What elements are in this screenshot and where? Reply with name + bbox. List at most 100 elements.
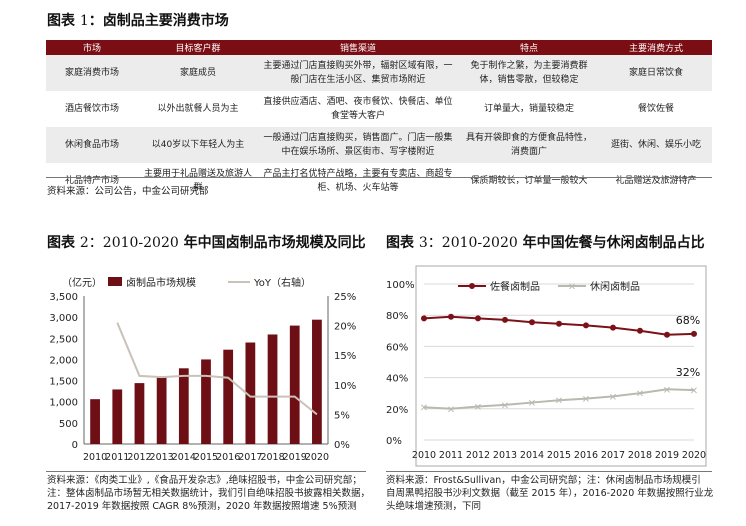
table-cell: 订单量大，销量较稳定 xyxy=(483,104,574,114)
figure1-source-divider xyxy=(46,177,712,178)
header-target-customers: 目标客户群 xyxy=(138,40,258,55)
figure3-source-line: 资料来源：Frost&Sullivan，中金公司研究部；注：休闲卤制品市场规模引 xyxy=(386,475,701,486)
y-left-tick-label: 500 xyxy=(59,419,78,430)
y-right-tick-label: 25% xyxy=(334,292,356,303)
table-cell: 礼品赠送及旅游特产 xyxy=(615,176,697,186)
leisure-share-point: ✕ xyxy=(501,401,509,412)
legend-label-bars: 卤制品市场规模 xyxy=(126,276,196,289)
dine-share-point xyxy=(664,331,670,338)
figure2-source-line: 注：整体卤制品市场暂无相关数据统计，我们引自绝味招股书披露相关数据， xyxy=(47,488,371,499)
figure3-source-line: 自周黑鸭招股书沙利文数据（截至 2015 年），2016-2020 年数据按照行… xyxy=(386,488,714,499)
x-tick-label: 2018 xyxy=(260,452,284,463)
x-tick-label: 2012 xyxy=(127,452,151,463)
x-tick-label: 2015 xyxy=(547,450,571,461)
table-cell: 礼品特产市场 xyxy=(64,176,119,186)
x-tick-label: 2011 xyxy=(105,452,129,463)
dine-share-point xyxy=(502,316,508,323)
dine-share-point xyxy=(556,320,562,327)
legend-marker-leisure: ✕ xyxy=(568,282,576,293)
x-tick-label: 2020 xyxy=(305,452,329,463)
y-left-tick-label: 3,500 xyxy=(49,292,78,303)
dine-share-point xyxy=(421,315,427,322)
figure3-title-number: 3：2010-2020 xyxy=(418,235,518,251)
figure3-source-line: 头绝味增速预测，下同 xyxy=(386,501,482,512)
y-tick-label: 80% xyxy=(386,311,408,322)
market-size-bar xyxy=(223,349,234,444)
figure2-source-line: 资料来源：《肉类工业》,《食品开发杂志》,绝味招股书，中金公司研究部； xyxy=(47,475,362,486)
y-tick-label: 100% xyxy=(386,280,415,291)
x-tick-label: 2018 xyxy=(628,450,652,461)
leisure-share-point: ✕ xyxy=(609,392,617,403)
table-row: 酒店餐饮市场 以外出就餐人员为主 直接供应酒店、酒吧、夜市餐饮、快餐店、单位食堂… xyxy=(46,91,712,127)
y-left-tick-label: 2,000 xyxy=(49,355,78,366)
figure1-title-prefix: 图表 xyxy=(47,13,80,29)
yoy-line xyxy=(116,322,318,416)
y-left-tick-label: 1,000 xyxy=(49,398,78,409)
y-tick-label: 60% xyxy=(386,342,408,353)
leisure-share-point: ✕ xyxy=(420,403,428,414)
leisure-share-point: ✕ xyxy=(636,389,644,400)
leisure-share-line xyxy=(423,388,695,410)
x-tick-label: 2020 xyxy=(682,450,706,461)
dine-share-point xyxy=(637,327,643,334)
y-right-tick-label: 10% xyxy=(334,381,356,392)
market-size-bar xyxy=(312,319,322,444)
market-size-bar xyxy=(201,359,211,444)
table-cell: 家庭成员 xyxy=(138,55,258,91)
header-sales-channel: 销售渠道 xyxy=(258,40,458,55)
x-tick-label: 2014 xyxy=(172,452,196,463)
x-tick-label: 2015 xyxy=(194,452,218,463)
table-cell: 以40岁以下年轻人为主 xyxy=(138,127,258,163)
x-tick-label: 2013 xyxy=(150,452,174,463)
table-cell: 保质期较长，订单量一般较大 xyxy=(470,176,588,186)
table-row: 礼品特产市场 主要用于礼品赠送及旅游人群 产品主打名优特产战略，主要有专卖店、商… xyxy=(46,163,712,199)
table-cell: 以外出就餐人员为主 xyxy=(157,104,239,114)
y-left-tick-label: 2,500 xyxy=(49,334,78,345)
y-right-tick-label: 15% xyxy=(334,351,356,362)
figure2-title: 图表 2：2010-2020 年中国卤制品市场规模及同比 xyxy=(47,232,366,252)
leisure-share-point: ✕ xyxy=(447,405,455,416)
table-cell: 家庭消费市场 xyxy=(46,55,138,91)
table-row: 休闲食品市场 以40岁以下年轻人为主 一般通过门店直接购买，销售面广。门店一般集… xyxy=(46,127,712,163)
leisure-share-point: ✕ xyxy=(474,402,482,413)
unit-label: （亿元） xyxy=(62,276,102,289)
x-tick-label: 2017 xyxy=(601,450,625,461)
figure1-title-number: 1 xyxy=(79,13,89,29)
table-row: 家庭消费市场 家庭成员 主要通过门店直接购买外带，辐射区域有限，一般门店在生活小… xyxy=(46,55,712,91)
table-cell: 休闲食品市场 xyxy=(46,127,138,163)
y-right-tick-label: 0% xyxy=(334,440,350,451)
leisure-share-point: ✕ xyxy=(555,396,563,407)
y-left-tick-label: 1,500 xyxy=(49,377,78,388)
figure2-source-divider xyxy=(46,471,366,472)
table-cell: 直接供应酒店、酒吧、夜市餐饮、快餐店、单位食堂等大客户 xyxy=(263,97,453,121)
header-market: 市场 xyxy=(46,40,138,55)
y-tick-label: 40% xyxy=(386,374,408,385)
figure2-title-text: 年中国卤制品市场规模及同比 xyxy=(178,235,366,251)
table-cell: 免于制作之繁，为主要消费群体，销售零散，但较稳定 xyxy=(458,55,600,91)
y-tick-label: 20% xyxy=(386,405,408,416)
header-features: 特点 xyxy=(458,40,600,55)
market-size-bar xyxy=(156,376,167,444)
market-table-header: 市场 目标客户群 销售渠道 特点 主要消费方式 xyxy=(46,40,712,55)
table-cell: 主要通过门店直接购买外带，辐射区域有限，一般门店在生活小区、集贸市场附近 xyxy=(258,55,458,91)
figure3-title-prefix: 图表 xyxy=(386,235,419,251)
x-tick-label: 2011 xyxy=(439,450,463,461)
market-size-bar xyxy=(289,325,300,444)
dine-share-point xyxy=(529,319,535,326)
dine-share-point xyxy=(610,324,616,331)
figure2-source-line: 2017-2019 年数据按照 CAGR 8%预测，2020 年数据按照增速 5… xyxy=(47,501,357,512)
figure2-title-prefix: 图表 xyxy=(47,235,80,251)
x-tick-label: 2019 xyxy=(655,450,679,461)
x-tick-label: 2017 xyxy=(238,452,262,463)
legend-swatch-bars xyxy=(108,277,122,286)
table-cell: 主要用于礼品赠送及旅游人群 xyxy=(143,169,252,193)
x-tick-label: 2010 xyxy=(412,450,436,461)
figure2-source: 资料来源：《肉类工业》,《食品开发杂志》,绝味招股书，中金公司研究部； 注：整体… xyxy=(47,474,377,513)
table-cell: 一般通过门店直接购买，销售面广。门店一般集中在娱乐场所、景区街市、写字楼附近 xyxy=(258,127,458,163)
table-cell: 酒店餐饮市场 xyxy=(64,104,119,114)
market-size-bar xyxy=(90,399,100,444)
dine-share-point xyxy=(691,330,697,337)
figure3-source-divider xyxy=(386,471,712,472)
market-size-bar xyxy=(112,389,123,444)
